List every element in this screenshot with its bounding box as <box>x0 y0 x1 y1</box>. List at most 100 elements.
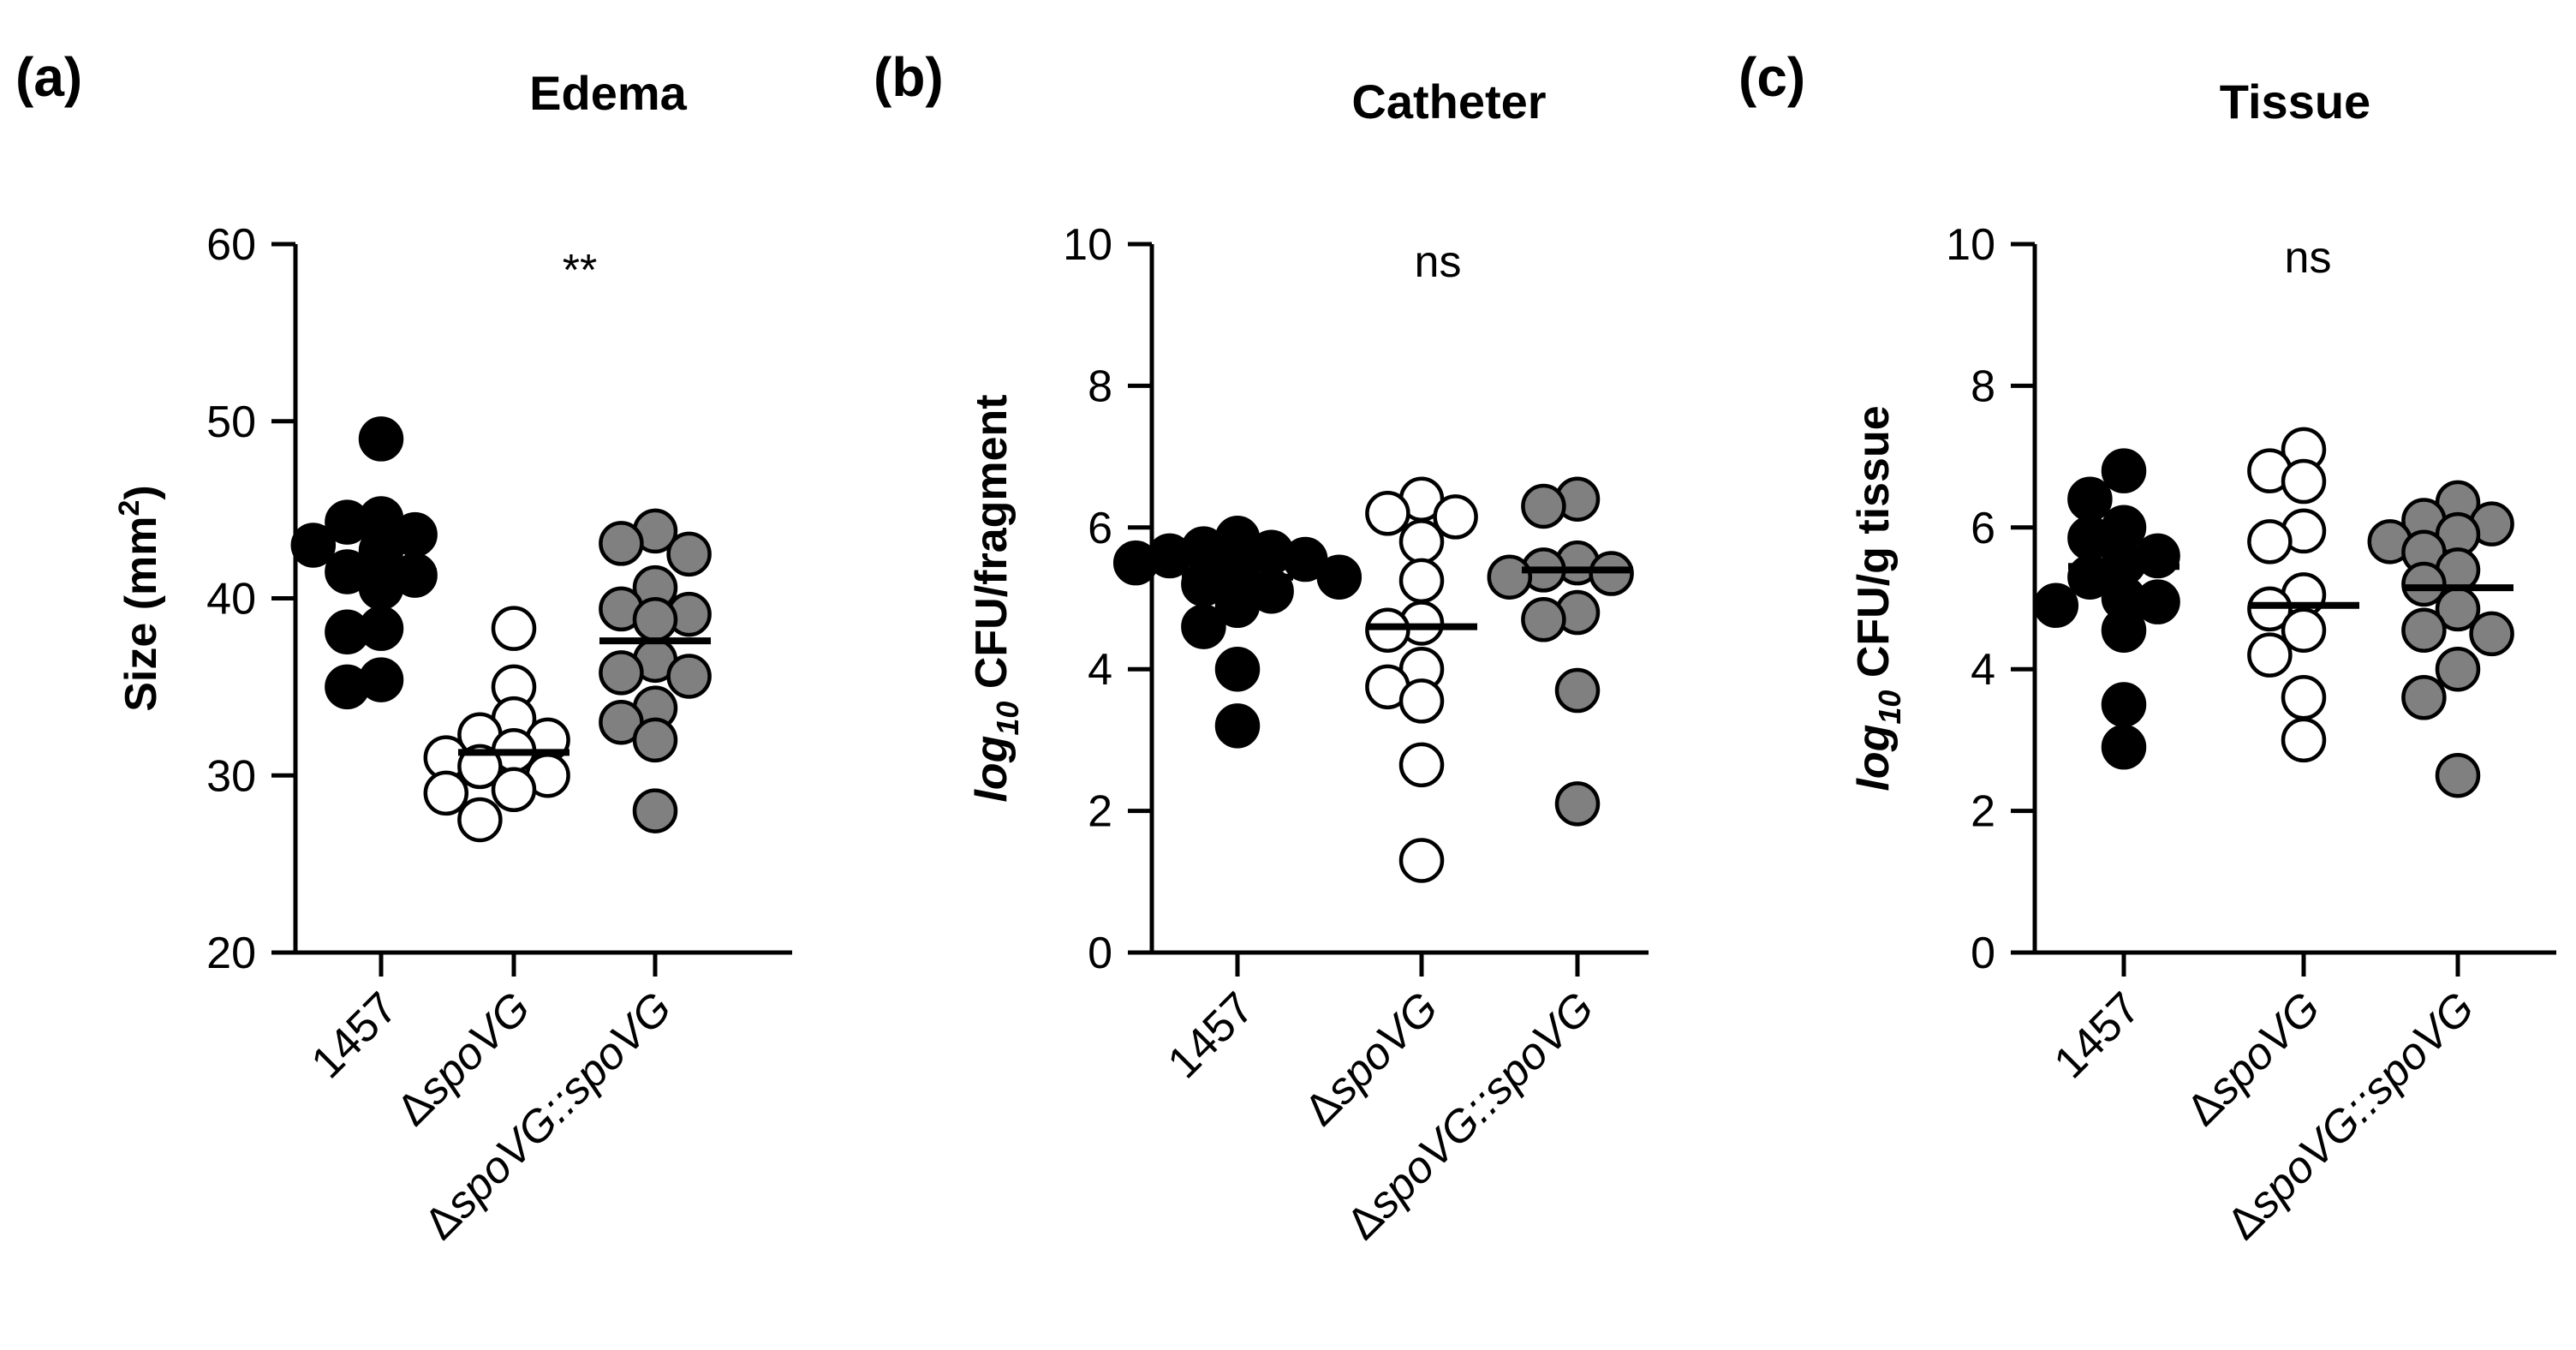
series-3 <box>2367 480 2514 798</box>
panel-2: (b) Catheter 0 2 4 6 8 10 log10 CFU/fragment 1457… <box>874 46 1649 1249</box>
data-point <box>599 650 644 696</box>
y-tick-label: 10 <box>1063 220 1112 270</box>
y-tick-label: 0 <box>1088 929 1112 978</box>
y-tick-label: 30 <box>206 751 256 801</box>
data-point <box>666 654 712 699</box>
y-tick-label: 6 <box>1088 504 1112 553</box>
series-1 <box>2033 448 2180 770</box>
data-point <box>1521 483 1566 529</box>
data-point <box>632 717 678 763</box>
y-tick-label: 2 <box>1971 787 1995 837</box>
data-point <box>1521 597 1566 642</box>
data-point <box>1398 742 1445 788</box>
series-3 <box>599 508 712 833</box>
data-point <box>2247 586 2293 632</box>
data-point <box>1398 519 1445 564</box>
y-tick-label: 2 <box>1088 787 1112 837</box>
category-label: 1457 <box>302 983 408 1088</box>
data-point <box>1398 678 1445 724</box>
panel-label: (a) <box>15 46 82 108</box>
category-label: 1457 <box>1159 983 1264 1088</box>
panel-title: Edema <box>529 66 687 120</box>
data-point <box>1554 781 1601 827</box>
data-point <box>2281 675 2327 720</box>
data-point <box>1365 607 1410 653</box>
significance-label: ns <box>2285 233 2332 283</box>
y-axis-label: Size (mm2) <box>113 485 166 712</box>
data-point <box>599 521 644 566</box>
category-label: ΔspoVG::spoVG <box>415 983 682 1249</box>
series-1 <box>290 416 438 710</box>
data-point <box>1487 554 1533 600</box>
panel-3: (c) Tissue 0 2 4 6 8 10 log10 CFU/g tissue 1457 Δs… <box>1738 46 2556 1249</box>
panel-title: Tissue <box>2220 75 2370 128</box>
significance-label: ** <box>563 246 597 296</box>
y-axis-label: log10 CFU/g tissue <box>1849 405 1907 791</box>
data-point <box>1398 838 1445 883</box>
y-tick-label: 60 <box>206 220 256 270</box>
data-point <box>1365 491 1410 536</box>
series-2 <box>2247 427 2359 763</box>
data-point <box>2101 682 2147 727</box>
y-axis-label: log10 CFU/fragment <box>967 394 1025 802</box>
data-point <box>2281 717 2327 763</box>
data-point <box>2469 611 2514 657</box>
y-tick-label: 10 <box>1946 220 1995 270</box>
data-point <box>2281 458 2327 505</box>
y-tick-label: 4 <box>1971 645 1995 695</box>
y-tick-label: 20 <box>206 929 256 978</box>
data-point <box>2033 582 2079 629</box>
data-point <box>457 797 503 843</box>
data-point <box>2401 675 2447 720</box>
data-point <box>325 499 370 545</box>
y-tick-label: 0 <box>1971 929 1995 978</box>
data-point <box>2101 724 2147 770</box>
data-point <box>2435 753 2481 798</box>
data-point <box>2247 519 2293 564</box>
data-point <box>2247 632 2293 678</box>
y-tick-label: 8 <box>1088 361 1112 411</box>
data-point <box>1181 604 1226 649</box>
data-point <box>632 788 678 833</box>
data-point <box>358 416 404 462</box>
data-point <box>423 770 469 816</box>
y-tick-label: 40 <box>206 575 256 624</box>
data-point <box>2435 646 2481 692</box>
data-point <box>325 664 370 710</box>
data-point <box>666 531 712 577</box>
category-label: ΔspoVG <box>1295 983 1447 1135</box>
series-3 <box>1487 476 1634 827</box>
panel-label: (b) <box>874 46 944 108</box>
panel-label: (c) <box>1738 46 1805 108</box>
y-tick-label: 50 <box>206 397 256 447</box>
category-label: 1457 <box>2045 983 2150 1088</box>
series-2 <box>1365 476 1478 883</box>
data-point <box>1398 558 1445 604</box>
data-point <box>491 767 537 813</box>
category-label: ΔspoVG <box>2177 983 2329 1135</box>
data-point <box>632 597 678 642</box>
data-point <box>1589 551 1634 596</box>
data-point <box>491 606 537 651</box>
data-point <box>2067 476 2113 522</box>
data-point <box>290 523 337 568</box>
data-point <box>2135 579 2180 624</box>
y-tick-label: 8 <box>1971 361 1995 411</box>
data-point <box>1112 540 1159 586</box>
data-point <box>2401 607 2447 653</box>
data-point <box>2101 607 2147 653</box>
significance-label: ns <box>1415 237 1462 287</box>
data-point <box>2401 561 2447 607</box>
y-tick-label: 4 <box>1088 645 1112 695</box>
data-point <box>1433 494 1478 540</box>
panel-title: Catheter <box>1351 75 1546 128</box>
data-point <box>325 609 370 655</box>
data-point <box>2281 607 2327 653</box>
series-2 <box>423 606 570 843</box>
series-1 <box>1112 515 1363 749</box>
data-point <box>1554 667 1601 714</box>
data-point <box>1316 554 1363 600</box>
data-point <box>457 744 503 790</box>
